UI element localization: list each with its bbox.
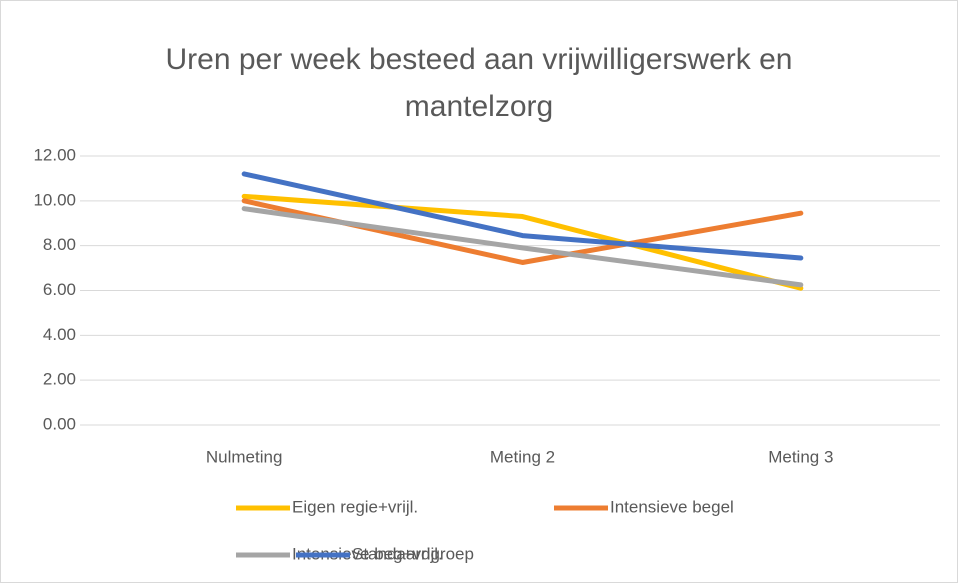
chart-title: Uren per week besteed aan vrijwilligersw…: [166, 43, 793, 76]
legend-label: Eigen regie+vrijl.: [292, 497, 418, 516]
x-tick-label: Meting 2: [490, 447, 555, 466]
series-line: [241, 171, 804, 261]
x-tick-label: Nulmeting: [206, 447, 283, 466]
legend-label: Intensieve beg+vrijl.: [292, 544, 443, 563]
legend-label: Intensieve begel: [610, 497, 734, 516]
chart-title: mantelzorg: [405, 90, 553, 123]
legend-label: Standaardgroep: [352, 544, 474, 563]
y-tick-label: 0.00: [43, 414, 76, 433]
y-tick-label: 4.00: [43, 325, 76, 344]
series-line: [241, 206, 804, 288]
y-tick-label: 6.00: [43, 280, 76, 299]
x-tick-label: Meting 3: [768, 447, 833, 466]
y-tick-label: 12.00: [33, 145, 76, 164]
series-line: [241, 193, 804, 291]
y-tick-label: 8.00: [43, 235, 76, 254]
y-tick-label: 2.00: [43, 370, 76, 389]
y-tick-label: 10.00: [33, 190, 76, 209]
